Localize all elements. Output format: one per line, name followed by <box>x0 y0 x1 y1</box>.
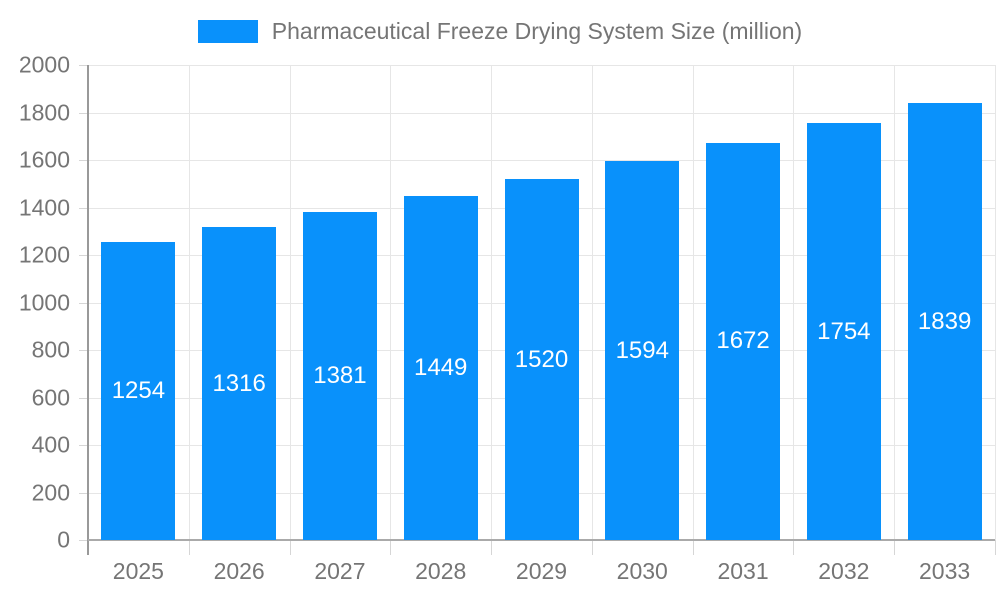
y-tick-label: 0 <box>57 526 70 553</box>
bar-value-label: 1254 <box>111 377 166 405</box>
plot-area: 0 200 400 600 800 1000 1200 1400 1600 1800 2000 125… <box>19 53 996 584</box>
x-axis-tick <box>692 540 694 555</box>
y-axis-tick <box>79 160 88 161</box>
x-tick-label: 2033 <box>919 558 971 584</box>
bar-value-label: 1449 <box>414 353 468 381</box>
bar-value-label: 1839 <box>917 307 972 335</box>
bar-2030[interactable] <box>605 161 680 540</box>
y-tick-label: 1400 <box>18 194 70 220</box>
y-tick-label: 1200 <box>18 241 70 268</box>
bar-value-label: 1594 <box>615 336 669 364</box>
bar-2027[interactable] <box>302 212 377 540</box>
y-axis-tick <box>79 65 88 66</box>
legend-label[interactable]: Pharmaceutical Freeze Drying System Size… <box>271 18 803 44</box>
y-tick-label: 400 <box>31 431 70 458</box>
x-tick-label: 2027 <box>314 558 366 584</box>
gridline-vertical <box>491 65 493 540</box>
x-axis-tick <box>894 540 896 555</box>
y-tick-label: 800 <box>31 336 70 363</box>
bar-2026[interactable] <box>202 227 277 540</box>
gridline-vertical <box>793 65 795 540</box>
legend-swatch[interactable] <box>197 20 258 43</box>
bar-value-label: 1381 <box>313 362 367 389</box>
y-axis-tick <box>79 540 88 541</box>
y-axis-line <box>87 65 89 555</box>
gridline-vertical <box>289 65 291 540</box>
bar-value-label: 1520 <box>514 345 569 373</box>
x-tick-label: 2029 <box>515 558 568 584</box>
y-axis-tick <box>79 112 88 114</box>
gridline-vertical <box>591 65 593 540</box>
gridline-horizontal <box>88 160 995 161</box>
x-axis-tick <box>289 540 291 555</box>
x-axis-tick <box>491 540 493 555</box>
y-axis-tick <box>79 350 88 351</box>
bar-2029[interactable] <box>504 179 579 540</box>
bar-value-label: 1316 <box>212 369 266 397</box>
x-axis-tick <box>995 540 996 555</box>
y-tick-label: 200 <box>31 479 70 505</box>
x-tick-label: 2026 <box>213 558 265 584</box>
gridline-vertical <box>894 65 896 540</box>
bar-value-label: 1672 <box>716 327 770 355</box>
x-axis-tick <box>591 540 593 555</box>
bar-2025[interactable] <box>101 242 176 540</box>
y-axis-tick <box>79 445 88 446</box>
gridline-vertical <box>188 65 190 540</box>
x-axis-tick <box>793 540 795 555</box>
gridline-vertical <box>692 65 694 540</box>
y-axis-tick <box>79 302 88 304</box>
legend[interactable]: Pharmaceutical Freeze Drying System Size… <box>0 18 1000 45</box>
x-axis-tick <box>390 540 392 555</box>
y-axis-tick <box>79 207 88 209</box>
x-axis-line <box>88 539 995 541</box>
y-tick-label: 1800 <box>18 99 70 125</box>
gridline-vertical <box>995 65 996 540</box>
x-axis-tick <box>188 540 190 555</box>
y-tick-label: 600 <box>31 384 70 410</box>
y-axis-tick <box>79 492 88 494</box>
y-tick-label: 1600 <box>18 146 70 173</box>
x-tick-label: 2028 <box>415 558 467 584</box>
y-axis-tick <box>79 255 88 256</box>
bar-2033[interactable] <box>907 103 982 540</box>
bar-2031[interactable] <box>706 142 781 540</box>
y-tick-label: 1000 <box>18 289 70 315</box>
gridline-vertical <box>390 65 392 540</box>
bar-value-label: 1754 <box>817 317 871 345</box>
x-tick-label: 2025 <box>112 558 164 584</box>
x-tick-label: 2032 <box>818 558 870 584</box>
bar-2028[interactable] <box>403 195 478 540</box>
gridline-horizontal <box>88 112 995 114</box>
gridline-horizontal <box>88 65 995 66</box>
y-axis-tick <box>79 397 88 399</box>
x-tick-label: 2031 <box>717 558 769 584</box>
bar-2032[interactable] <box>806 123 881 540</box>
y-tick-label: 2000 <box>18 51 70 78</box>
x-tick-label: 2030 <box>616 558 668 584</box>
